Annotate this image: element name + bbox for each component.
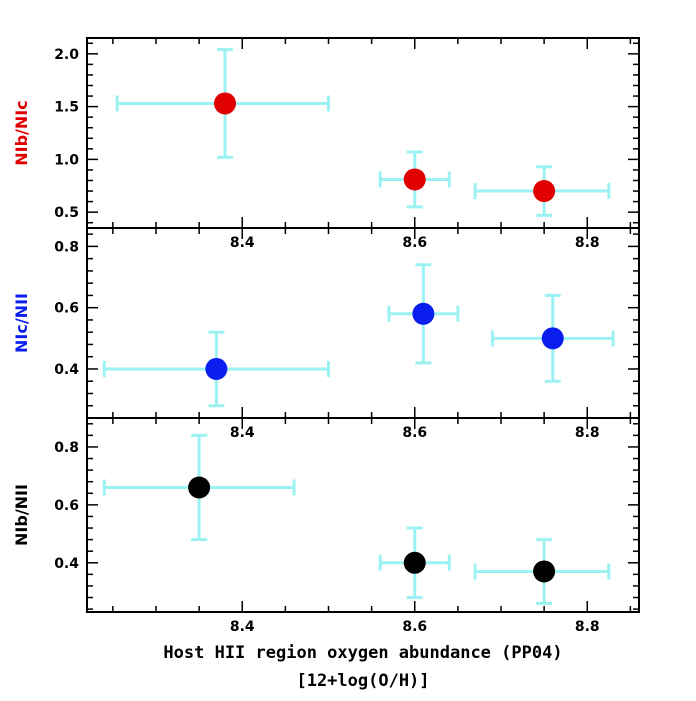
x-axis-label: Host HII region oxygen abundance (PP04) [163, 643, 562, 663]
panel-2: 8.4 8.6 8.8 0.4 0.6 0.8 NIc/NII [12, 227, 640, 441]
data-marker [214, 92, 236, 115]
y-axis-label: NIc/NII [12, 293, 31, 353]
data-marker [541, 327, 564, 350]
data-marker [188, 476, 211, 499]
data-marker [412, 302, 435, 325]
x-axis-label-line2: [12+log(O/H)] [296, 671, 429, 691]
panel-frame [86, 227, 640, 419]
y-axis-label: NIb/NIc [12, 100, 31, 165]
data-point [473, 165, 611, 217]
data-point [378, 526, 451, 600]
x-tick-label: 8.6 [402, 425, 427, 441]
panel-1: 8.4 8.6 8.8 0.5 1.0 1.5 2.0 NIb/NIc [12, 37, 640, 251]
data-point [378, 150, 451, 209]
data-marker [403, 168, 426, 191]
panel-3: 8.4 8.6 8.8 0.4 0.6 0.8 NIb/NII [12, 417, 640, 635]
y-tick-label: 2.0 [54, 47, 79, 63]
data-point [102, 330, 330, 408]
data-point [473, 538, 611, 605]
data-marker [403, 551, 426, 574]
y-tick-label: 0.5 [54, 205, 79, 221]
y-tick-label: 1.0 [54, 152, 79, 168]
data-marker [533, 560, 556, 583]
x-tick-label: 8.6 [402, 619, 427, 635]
y-tick-label: 0.6 [54, 301, 79, 317]
y-tick-label: 0.4 [54, 362, 79, 378]
data-marker [533, 180, 556, 203]
y-tick-label: 0.6 [54, 498, 79, 514]
x-tick-label: 8.4 [230, 619, 255, 635]
panel-frame [86, 417, 640, 613]
y-tick-label: 0.8 [54, 440, 79, 456]
data-point [490, 293, 615, 383]
x-tick-label: 8.4 [230, 425, 255, 441]
x-tick-label: 8.6 [402, 235, 427, 251]
data-marker [205, 357, 228, 380]
y-tick-label: 1.5 [54, 100, 79, 116]
x-tick-label: 8.8 [575, 619, 600, 635]
x-tick-label: 8.8 [575, 425, 600, 441]
data-point [102, 433, 296, 542]
panel-frame [86, 37, 640, 229]
y-tick-label: 0.8 [54, 239, 79, 255]
y-tick-label: 0.4 [54, 556, 79, 572]
x-tick-label: 8.4 [230, 235, 255, 251]
x-tick-label: 8.8 [575, 235, 600, 251]
y-axis-label: NIb/NII [12, 484, 31, 546]
data-point [115, 48, 330, 159]
data-point [387, 263, 460, 365]
